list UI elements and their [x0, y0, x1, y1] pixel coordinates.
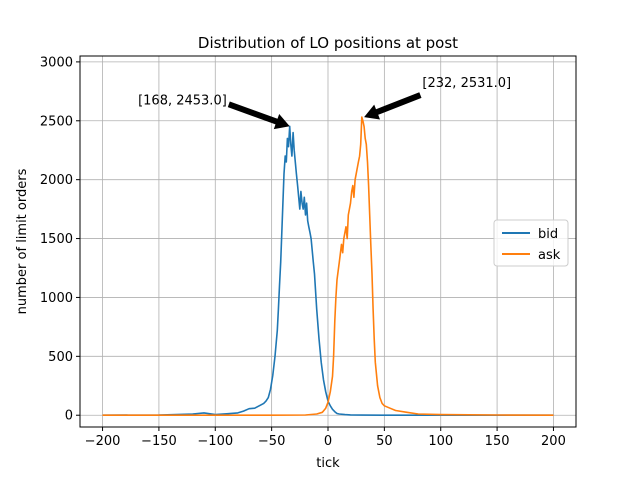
y-tick-label: 1000	[40, 291, 73, 306]
x-tick-label: 200	[541, 434, 566, 449]
axis-ticks: −200 −150 −100 −50 0 50 100 150 2000500100015002…	[40, 55, 566, 449]
x-tick-label: −50	[258, 434, 285, 449]
y-axis-label: number of limit orders	[15, 168, 30, 314]
y-tick-label: 2500	[40, 114, 73, 129]
annotation-arrow	[364, 92, 422, 120]
annotation-label: [168, 2453.0]	[138, 93, 227, 108]
annotation-label: [232, 2531.0]	[422, 76, 511, 91]
bid-series-line	[102, 125, 554, 417]
annotation-arrow	[227, 101, 290, 130]
x-tick-label: 150	[485, 434, 510, 449]
ask-series-line	[102, 116, 554, 417]
legend: bid ask	[493, 219, 569, 267]
x-tick-label: 50	[376, 434, 393, 449]
y-tick-label: 1500	[40, 232, 73, 247]
x-tick-label: 0	[324, 434, 332, 449]
y-tick-label: 3000	[40, 55, 73, 70]
annotations: [168, 2453.0] [232, 2531.0]	[138, 76, 511, 130]
x-tick-label: −200	[85, 434, 121, 449]
x-tick-label: −150	[141, 434, 177, 449]
chart-title: Distribution of LO positions at post	[198, 34, 458, 52]
y-tick-label: 500	[48, 350, 73, 365]
y-tick-label: 2000	[40, 173, 73, 188]
series-lines	[102, 116, 554, 417]
legend-label-bid: bid	[538, 227, 558, 242]
legend-label-ask: ask	[538, 248, 561, 263]
y-tick-label: 0	[65, 409, 73, 424]
x-tick-label: −100	[197, 434, 233, 449]
x-tick-label: 100	[428, 434, 453, 449]
x-axis-label: tick	[316, 456, 340, 471]
